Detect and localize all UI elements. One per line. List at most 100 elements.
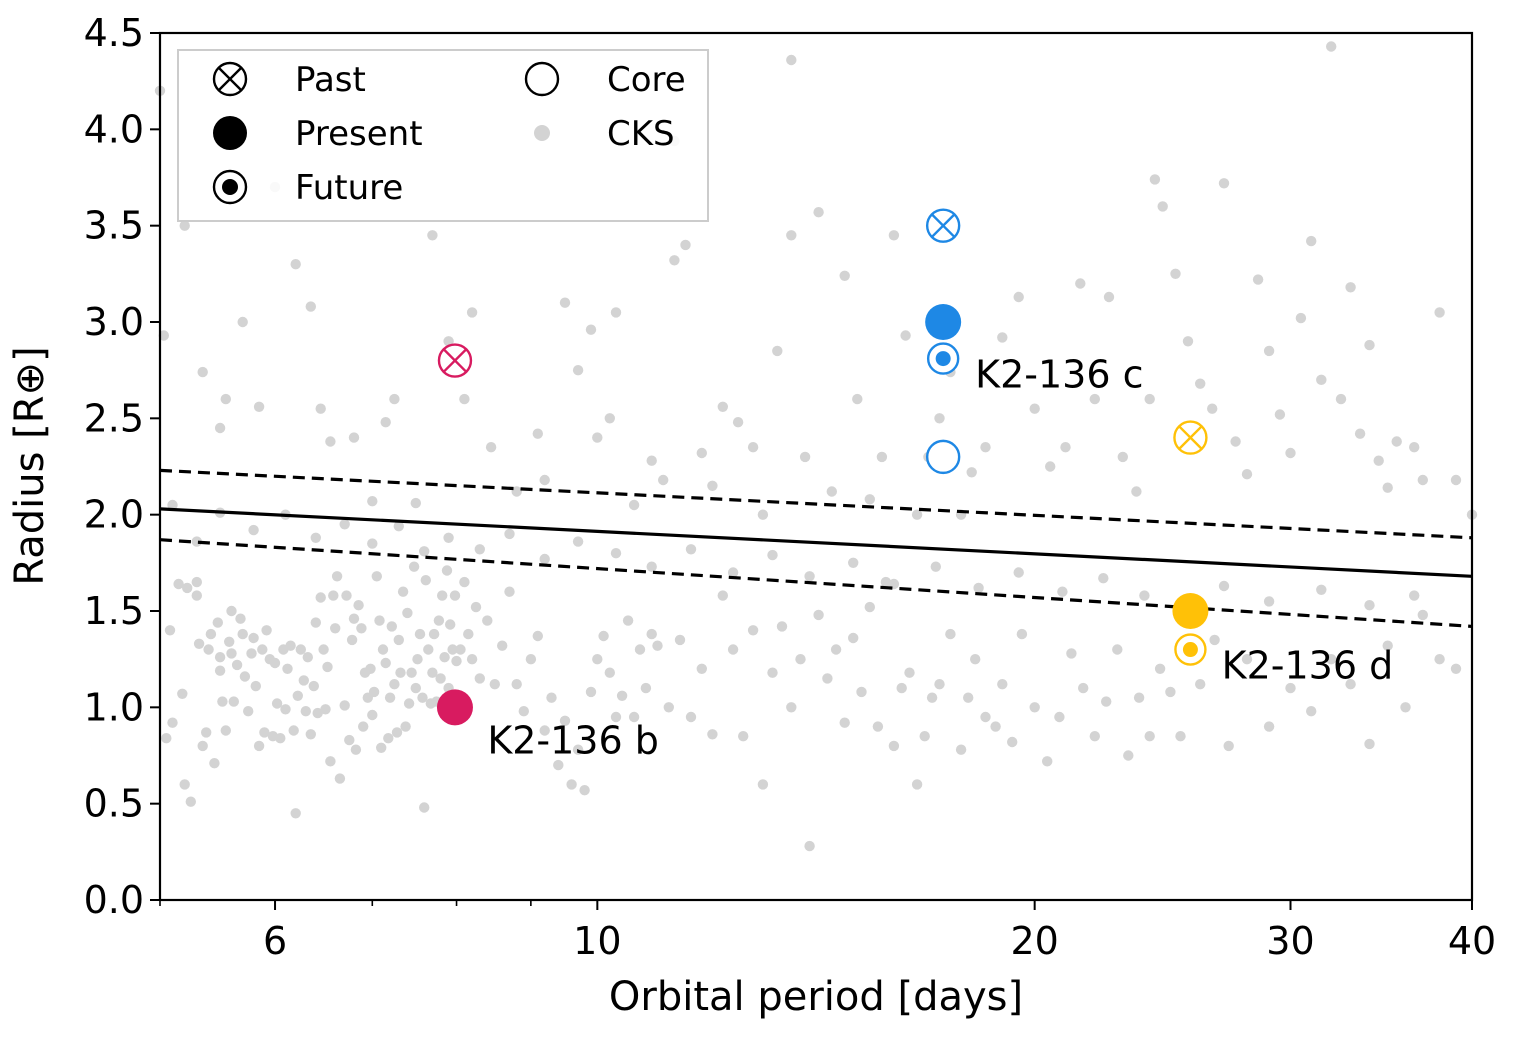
cks-point [685, 711, 697, 723]
past-cross [217, 66, 243, 92]
cks-point [414, 628, 426, 640]
cks-point [1364, 339, 1375, 351]
cks-point [900, 330, 911, 341]
cks-point [173, 578, 184, 590]
legend-item-core: Core [524, 60, 686, 100]
cks-point [393, 634, 404, 646]
cks-point [532, 428, 543, 439]
cks-point [717, 590, 728, 601]
cks-point [161, 733, 172, 744]
past-marker [437, 343, 473, 378]
cks-point [1057, 586, 1068, 597]
cks-point [308, 680, 319, 692]
cks-point [197, 366, 208, 378]
legend-box [177, 49, 709, 222]
cks-point [386, 621, 397, 632]
cks-point [1089, 393, 1101, 405]
cks-point [191, 590, 202, 601]
cks-point [346, 634, 358, 646]
cks-point [1218, 178, 1230, 189]
cks-point [489, 679, 500, 690]
cks-point [344, 734, 355, 746]
cks-point [285, 640, 296, 651]
cks-point [1098, 573, 1109, 584]
x-tick-label: 30 [1266, 919, 1314, 963]
cks-point [322, 661, 333, 673]
cks-point [410, 497, 421, 509]
cks-point [367, 538, 378, 549]
x-axis-label: Orbital period [days] [609, 974, 1023, 1020]
cks-point [1409, 590, 1420, 601]
cks-point [403, 698, 415, 709]
cks-point [1144, 731, 1155, 742]
cks-point [732, 417, 744, 428]
cks-point [419, 802, 430, 813]
cks-point [786, 54, 797, 66]
cks-point [356, 623, 367, 634]
legend-item-cks: CKS [534, 114, 675, 154]
cks-point [1139, 590, 1150, 601]
cks-point [504, 586, 515, 597]
cks-point [470, 601, 482, 613]
cks-point [292, 690, 303, 701]
cks-point [973, 582, 984, 594]
cks-point [235, 613, 246, 624]
future-marker [926, 342, 960, 375]
cks-point [310, 532, 321, 543]
cks-point [437, 590, 448, 601]
cks-point [459, 576, 470, 588]
cks-point [497, 640, 508, 651]
cks-point [428, 628, 440, 640]
y-tick-label: 4.5 [84, 11, 144, 55]
cks-point [185, 796, 196, 807]
cks-point [1054, 711, 1065, 723]
cks-point [1123, 750, 1134, 761]
cks-point [191, 576, 202, 588]
cks-point [275, 733, 286, 744]
cks-point [1285, 447, 1296, 459]
cks-point [393, 521, 404, 532]
cks-point [579, 785, 590, 796]
cks-point [669, 255, 680, 266]
cks-point [259, 727, 270, 738]
cks-point [302, 652, 313, 663]
present-marker [1172, 593, 1209, 629]
valley-lines [159, 468, 1473, 629]
cks-point [350, 744, 362, 755]
cks-point [463, 628, 474, 640]
cks-point [250, 680, 261, 692]
cks-point [374, 615, 385, 626]
future-dot [1182, 642, 1198, 658]
cks-point [786, 230, 797, 241]
cks-point [622, 615, 634, 626]
cks-point [839, 270, 850, 281]
radius-valley-upper-line [159, 468, 1473, 540]
cks-point [220, 393, 231, 405]
cks-point [315, 592, 326, 603]
cks-point [628, 711, 640, 723]
cks-point [445, 619, 456, 630]
cks-point [572, 365, 584, 376]
cks-point [1157, 201, 1168, 212]
cks-point [786, 702, 797, 713]
cks-point [158, 330, 169, 341]
cks-point [1078, 682, 1089, 694]
core-marker [925, 439, 961, 475]
cks-point [945, 628, 956, 640]
cks-points [154, 41, 1478, 852]
cks-point [919, 731, 930, 742]
cks-point [1316, 374, 1327, 385]
cks-point [167, 717, 178, 728]
cks-point [305, 301, 316, 312]
cks-point [376, 742, 387, 753]
cks-point [592, 432, 603, 443]
cks-point [449, 590, 461, 601]
present-marker [925, 304, 962, 340]
cks-point [269, 657, 281, 669]
cks-point [1101, 696, 1112, 707]
cks-point [191, 536, 202, 547]
cks-point [1182, 336, 1194, 347]
cks-point [747, 442, 759, 453]
cks-point [384, 692, 396, 703]
cks-point [1364, 738, 1375, 750]
